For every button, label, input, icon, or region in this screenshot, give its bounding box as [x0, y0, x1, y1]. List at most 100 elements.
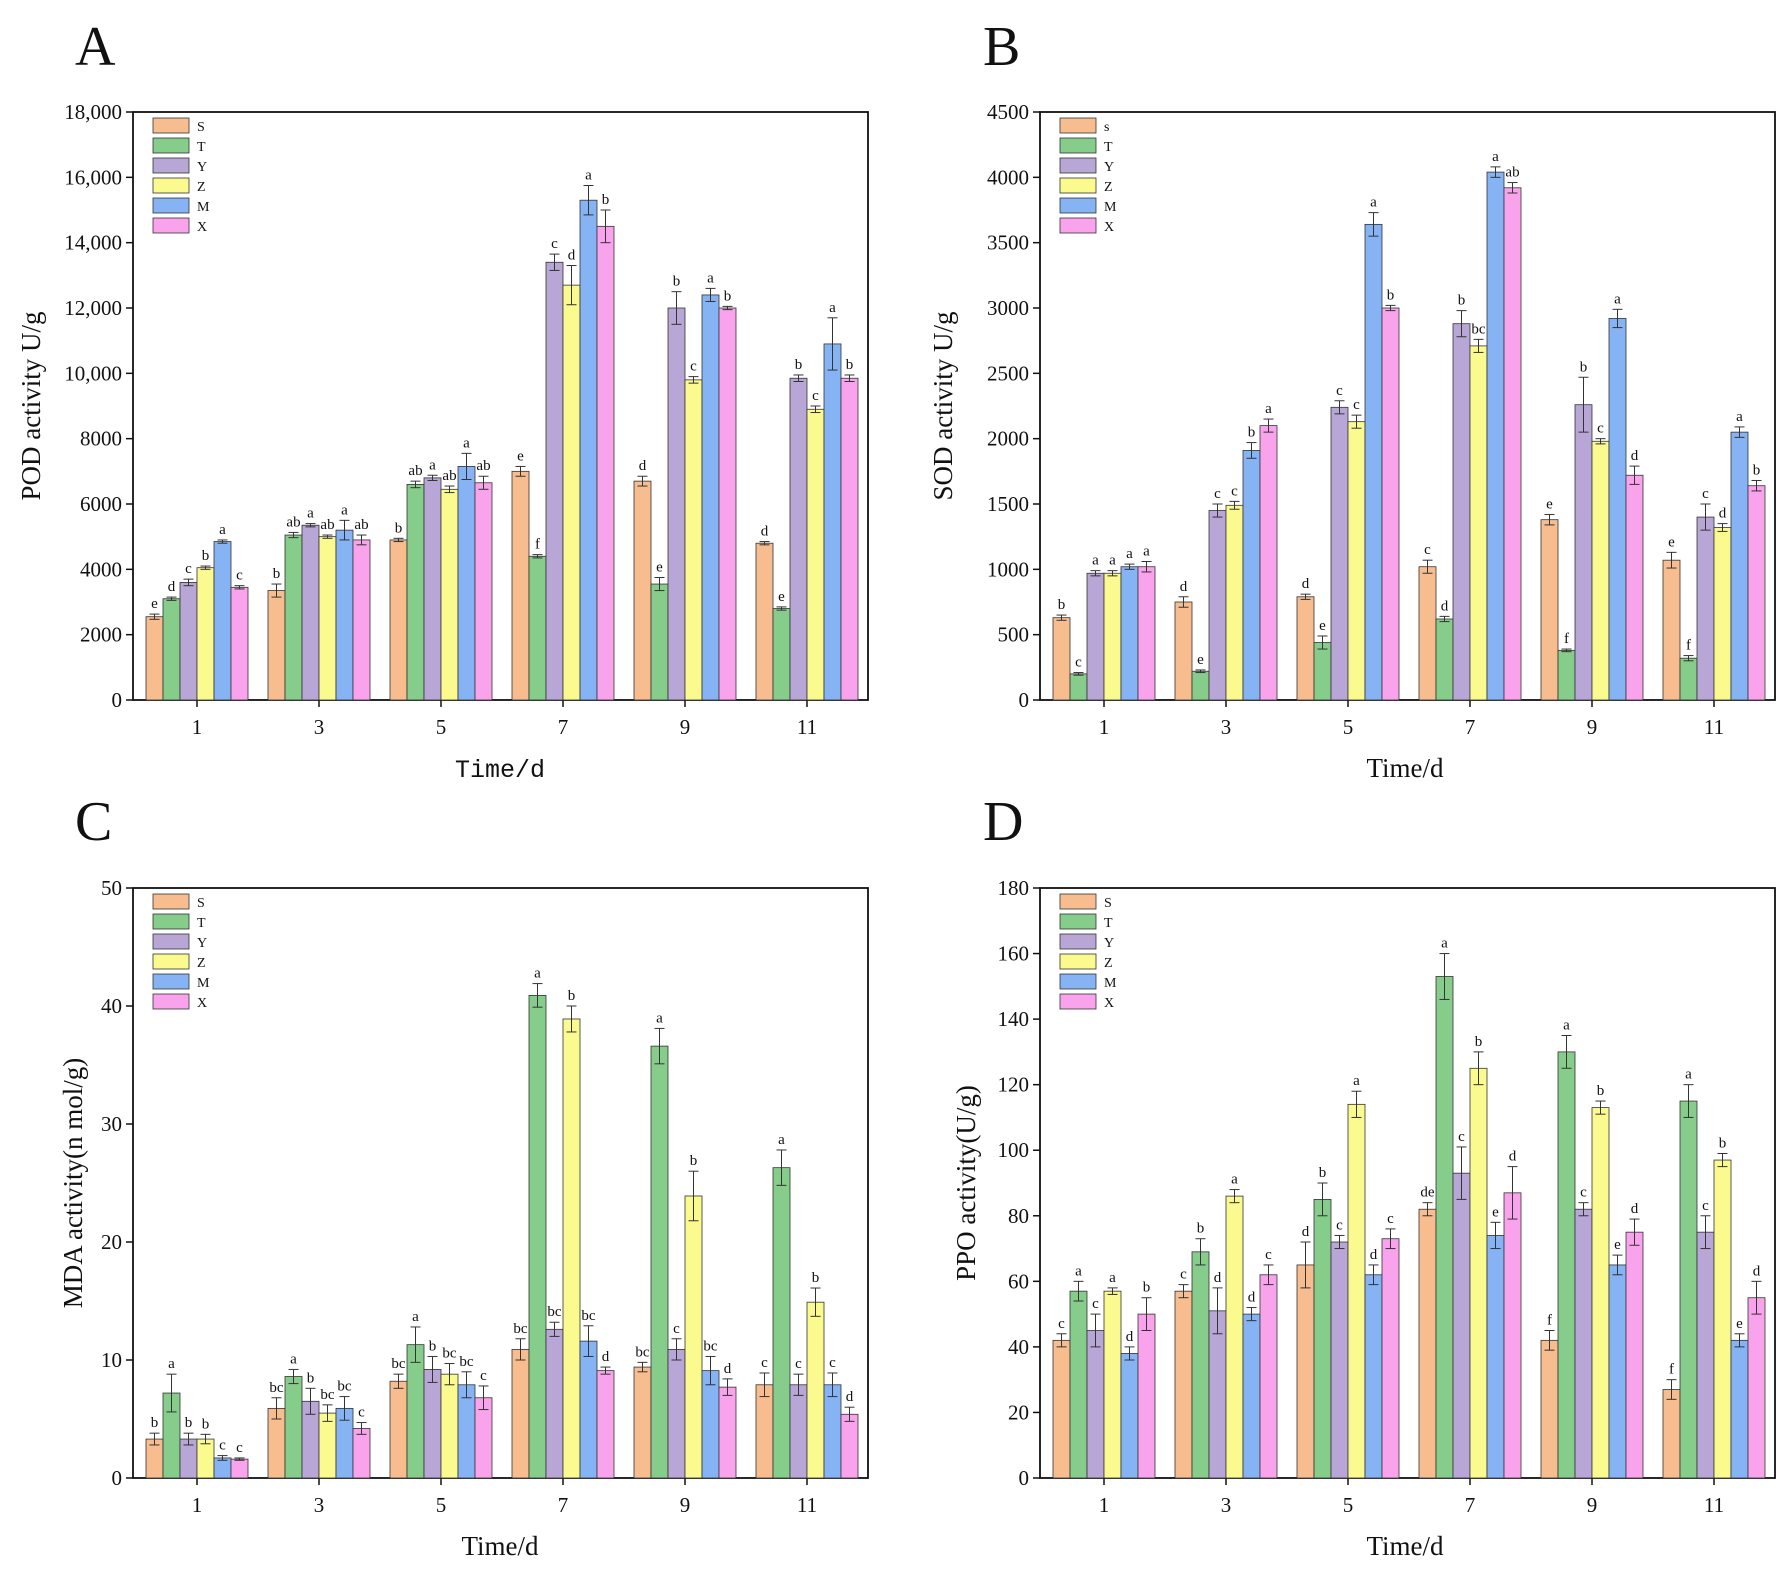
panel-c-x-ticks: 1 3 5 7 9 11 [192, 1478, 817, 1517]
x-tick-label: 7 [558, 715, 569, 739]
legend-label-t: T [1104, 140, 1113, 155]
y-tick-label: 4500 [987, 100, 1029, 124]
legend-swatch-m [1059, 197, 1097, 214]
significance-label: b [1319, 1165, 1327, 1181]
legend-swatch-t [1059, 913, 1097, 930]
significance-label: c [1597, 421, 1604, 437]
significance-label: e [1492, 1204, 1499, 1220]
y-tick-label: 8000 [80, 427, 122, 451]
bar-z-day-7 [562, 284, 581, 701]
legend-swatch-y [1059, 157, 1097, 174]
bar-m-day-7 [1486, 171, 1505, 701]
bar-s-day-3 [267, 590, 286, 701]
y-tick-label: 16,000 [64, 165, 122, 189]
legend-label-m: M [1104, 200, 1117, 215]
bar-y-day-7 [1452, 323, 1471, 701]
significance-label: b [812, 1270, 820, 1286]
significance-label: d [1370, 1247, 1378, 1263]
x-tick-label: 5 [1343, 715, 1354, 739]
x-tick-label: 9 [1587, 1493, 1598, 1517]
significance-label: d [724, 1361, 732, 1377]
significance-label: c [236, 1440, 243, 1456]
significance-label: b [1197, 1221, 1205, 1237]
significance-label: c [1580, 1185, 1587, 1201]
bar-t-day-9 [650, 1045, 669, 1479]
bar-t-day-1 [1069, 1290, 1088, 1479]
bar-z-day-1 [196, 1438, 215, 1479]
bar-y-day-1 [179, 582, 198, 701]
significance-label: bc [320, 1387, 335, 1403]
legend-swatch-z [152, 953, 190, 970]
bar-z-day-9 [684, 379, 703, 701]
y-tick-label: 2000 [987, 427, 1029, 451]
bar-m-day-5 [457, 466, 476, 701]
significance-label: bc [1471, 321, 1486, 337]
significance-label: b [307, 1370, 315, 1386]
significance-label: f [535, 537, 540, 553]
bar-z-day-7 [1469, 1067, 1488, 1479]
legend-label-y: Y [1104, 160, 1114, 175]
x-tick-label: 7 [1465, 1493, 1476, 1517]
bar-z-day-9 [1591, 1107, 1610, 1479]
significance-label: c [690, 359, 697, 375]
significance-label: c [1214, 486, 1221, 502]
bar-s-day-9 [633, 1366, 652, 1479]
bar-s-day-3 [1174, 1290, 1193, 1479]
bar-x-day-3 [1259, 425, 1278, 701]
significance-label: bc [581, 1308, 596, 1324]
significance-label: b [673, 274, 681, 290]
significance-label: c [1702, 486, 1709, 502]
bar-s-day-5 [1296, 596, 1315, 701]
significance-label: ab [320, 517, 334, 533]
legend-swatch-s [1059, 893, 1097, 910]
significance-label: b [1719, 1136, 1727, 1152]
bar-x-day-1 [1137, 1313, 1156, 1479]
significance-label: d [1214, 1270, 1222, 1286]
x-tick-label: 3 [314, 715, 325, 739]
legend-swatch-t [152, 913, 190, 930]
legend-label-z: Z [1104, 956, 1113, 971]
legend-label-x: X [197, 996, 207, 1011]
significance-label: a [463, 435, 470, 451]
bar-z-day-11 [806, 1301, 825, 1479]
bar-s-day-11 [755, 542, 774, 701]
significance-label: c [812, 388, 819, 404]
significance-label: ab [442, 468, 456, 484]
significance-label: bc [547, 1304, 562, 1320]
significance-label: b [202, 548, 210, 564]
x-tick-label: 11 [1704, 715, 1724, 739]
bar-s-day-11 [1662, 1389, 1681, 1479]
bar-y-day-3 [1208, 510, 1227, 701]
bar-t-day-5 [1313, 1198, 1332, 1479]
significance-label: bc [269, 1380, 284, 1396]
legend-label-x: X [197, 220, 207, 235]
bar-z-day-3 [318, 536, 337, 701]
panel-b-x-ticks: 1 3 5 7 9 11 [1099, 700, 1724, 739]
significance-label: de [1420, 1185, 1435, 1201]
bar-x-day-3 [352, 539, 371, 701]
x-tick-label: 11 [797, 715, 817, 739]
significance-label: d [1631, 1201, 1639, 1217]
bar-m-day-5 [457, 1384, 476, 1479]
significance-label: ab [286, 514, 300, 530]
x-tick-label: 3 [314, 1493, 325, 1517]
significance-label: bc [513, 1321, 528, 1337]
significance-label: f [1669, 1362, 1674, 1378]
significance-label: e [778, 589, 785, 605]
significance-label: c [219, 1438, 226, 1454]
significance-label: b [1580, 359, 1588, 375]
significance-label: d [846, 1389, 854, 1405]
significance-label: a [1736, 409, 1743, 425]
panel-d-y-ticks: 0 20 40 60 80 100 120 140 160 180 [998, 876, 1040, 1490]
x-tick-label: 5 [1343, 1493, 1354, 1517]
significance-label: d [1302, 1224, 1310, 1240]
bar-x-day-1 [230, 1458, 249, 1479]
legend-label-t: T [197, 916, 206, 931]
legend-swatch-y [152, 933, 190, 950]
significance-label: b [795, 357, 803, 373]
bar-m-day-1 [213, 1457, 232, 1479]
significance-label: b [1143, 1280, 1151, 1296]
bar-m-day-9 [1608, 318, 1627, 701]
bar-t-day-5 [1313, 642, 1332, 701]
bar-y-day-9 [667, 1348, 686, 1479]
